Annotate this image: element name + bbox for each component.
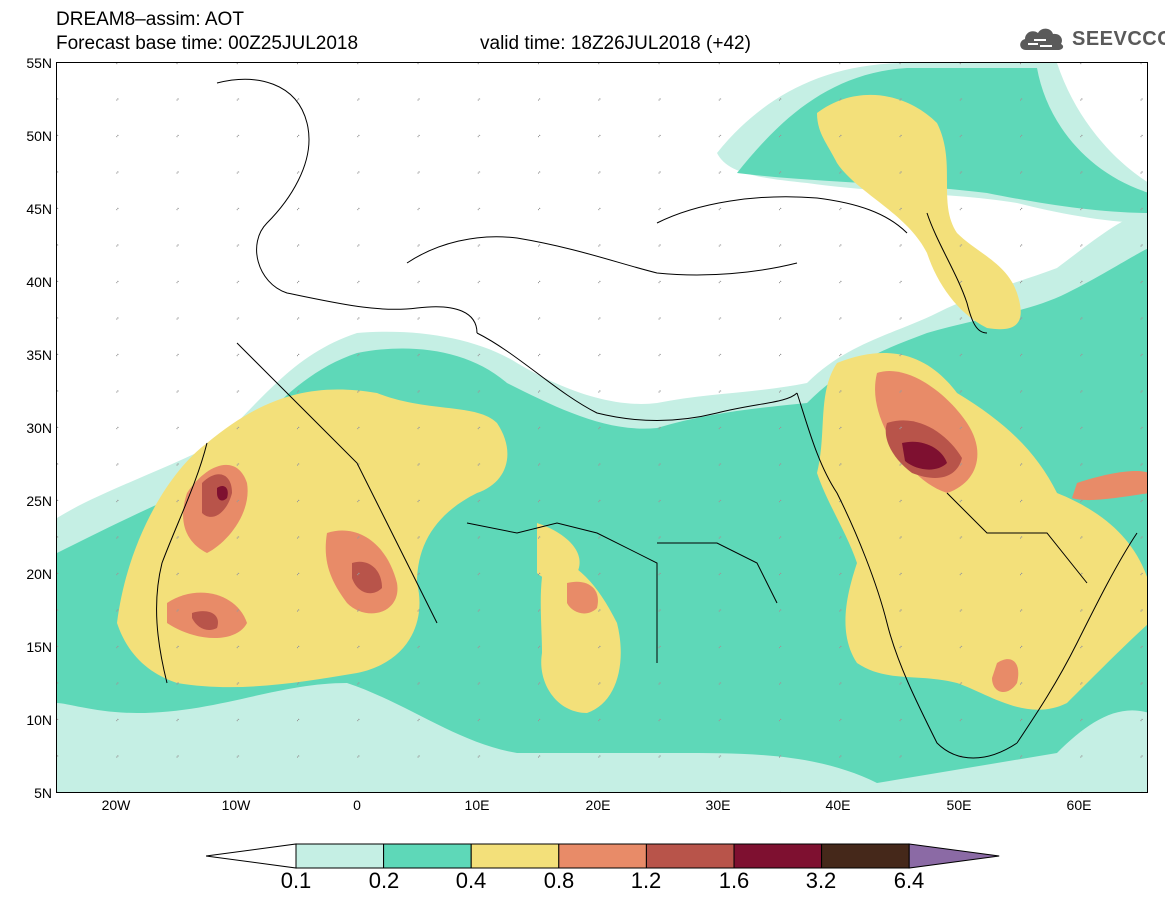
colorbar-segment-1.2 xyxy=(645,843,735,869)
seevccc-logo: SEEVCCC xyxy=(1018,24,1165,54)
lon-label-10w: 10W xyxy=(221,797,251,813)
colorbar-under-arrow xyxy=(206,843,297,869)
lon-label-30e: 30E xyxy=(705,797,731,813)
colorbar xyxy=(206,843,1000,869)
lon-label-60e: 60E xyxy=(1066,797,1092,813)
lat-label-5n: 5N xyxy=(34,785,52,801)
lon-label-20w: 20W xyxy=(101,797,131,813)
cloud-icon xyxy=(1020,28,1064,50)
lon-label-50e: 50E xyxy=(946,797,972,813)
colorbar-label-0.1: 0.1 xyxy=(280,868,312,893)
colorbar-label-6.4: 6.4 xyxy=(893,868,925,893)
lon-label-20e: 20E xyxy=(585,797,611,813)
lat-label-45n: 45N xyxy=(26,201,52,217)
colorbar-label-3.2: 3.2 xyxy=(805,868,837,893)
colorbar-segment-0.1 xyxy=(295,843,385,869)
colorbar-label-1.6: 1.6 xyxy=(718,868,750,893)
chart-title: DREAM8–assim: AOT xyxy=(56,9,244,30)
lon-label-10e: 10E xyxy=(464,797,490,813)
colorbar-label-0.2: 0.2 xyxy=(368,868,400,893)
coastlines xyxy=(156,78,1138,759)
forecast-base-time: Forecast base time: 00Z25JUL2018 xyxy=(56,33,359,54)
colorbar-label-0.4: 0.4 xyxy=(455,868,487,893)
lat-label-35n: 35N xyxy=(26,347,52,363)
lat-label-55n: 55N xyxy=(26,55,52,71)
lat-label-40n: 40N xyxy=(26,274,52,290)
lat-label-20n: 20N xyxy=(26,566,52,582)
lat-label-10n: 10N xyxy=(26,712,52,728)
lon-label-0: 0 xyxy=(353,797,361,813)
map-panel xyxy=(56,62,1148,793)
colorbar-label-1.2: 1.2 xyxy=(630,868,662,893)
lat-label-25n: 25N xyxy=(26,493,52,509)
colorbar-segment-0.8 xyxy=(558,843,647,869)
aot-map xyxy=(57,63,1147,792)
logo-text: SEEVCCC xyxy=(1072,27,1165,50)
lat-label-50n: 50N xyxy=(26,128,52,144)
lat-label-15n: 15N xyxy=(26,639,52,655)
colorbar-segment-3.2 xyxy=(821,843,910,869)
lat-label-30n: 30N xyxy=(26,420,52,436)
graticule xyxy=(57,63,1147,792)
colorbar-label-0.8: 0.8 xyxy=(543,868,575,893)
colorbar-segment-0.2 xyxy=(383,843,472,869)
lon-label-40e: 40E xyxy=(825,797,851,813)
colorbar-over-arrow xyxy=(908,843,1000,869)
colorbar-segment-0.4 xyxy=(470,843,560,869)
valid-time: valid time: 18Z26JUL2018 (+42) xyxy=(480,33,751,54)
colorbar-segment-1.6 xyxy=(733,843,823,869)
